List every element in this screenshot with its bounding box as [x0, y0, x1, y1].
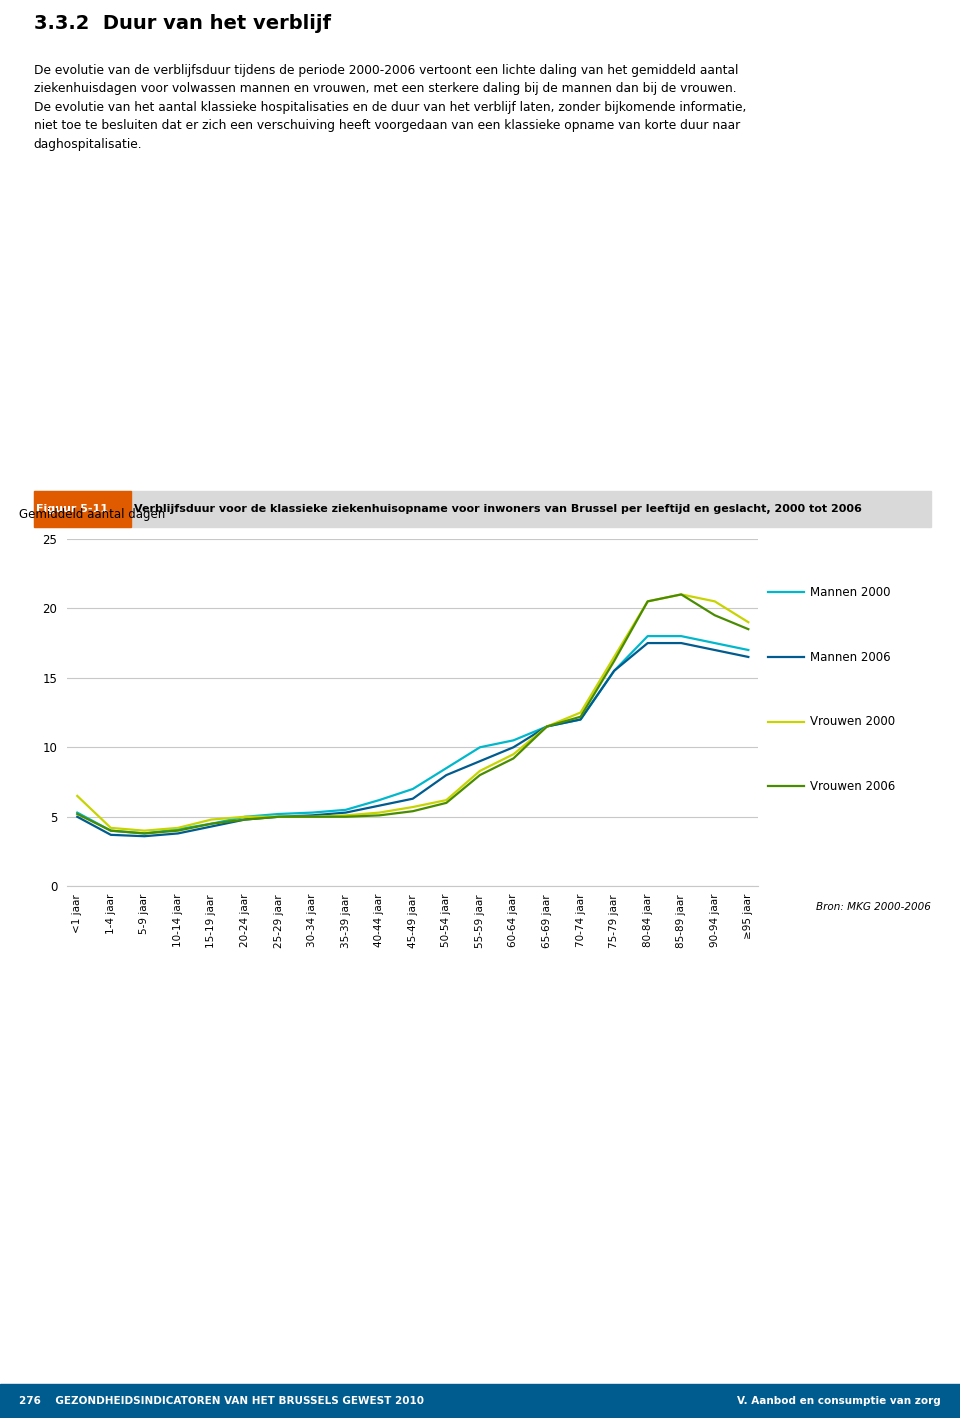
- Text: 3.3.2  Duur van het verblijf: 3.3.2 Duur van het verblijf: [34, 14, 330, 33]
- Text: 276    GEZONDHEIDSINDICATOREN VAN HET BRUSSELS GEWEST 2010: 276 GEZONDHEIDSINDICATOREN VAN HET BRUSS…: [19, 1395, 424, 1407]
- Text: Mannen 2006: Mannen 2006: [810, 651, 891, 664]
- Bar: [34, 491, 131, 527]
- Text: Gemiddeld aantal dagen: Gemiddeld aantal dagen: [19, 509, 165, 522]
- Text: Bron: MKG 2000-2006: Bron: MKG 2000-2006: [816, 902, 931, 912]
- Text: Verblijfsduur voor de klassieke ziekenhuisopname voor inwoners van Brussel per l: Verblijfsduur voor de klassieke ziekenhu…: [134, 503, 862, 515]
- Text: Vrouwen 2000: Vrouwen 2000: [810, 715, 896, 729]
- Text: Figuur 5-11: Figuur 5-11: [36, 503, 108, 515]
- Text: De evolutie van de verblijfsduur tijdens de periode 2000-2006 vertoont een licht: De evolutie van de verblijfsduur tijdens…: [34, 64, 746, 150]
- Text: Vrouwen 2006: Vrouwen 2006: [810, 780, 896, 793]
- Text: V. Aanbod en consumptie van zorg: V. Aanbod en consumptie van zorg: [737, 1395, 941, 1407]
- Text: Mannen 2000: Mannen 2000: [810, 586, 891, 598]
